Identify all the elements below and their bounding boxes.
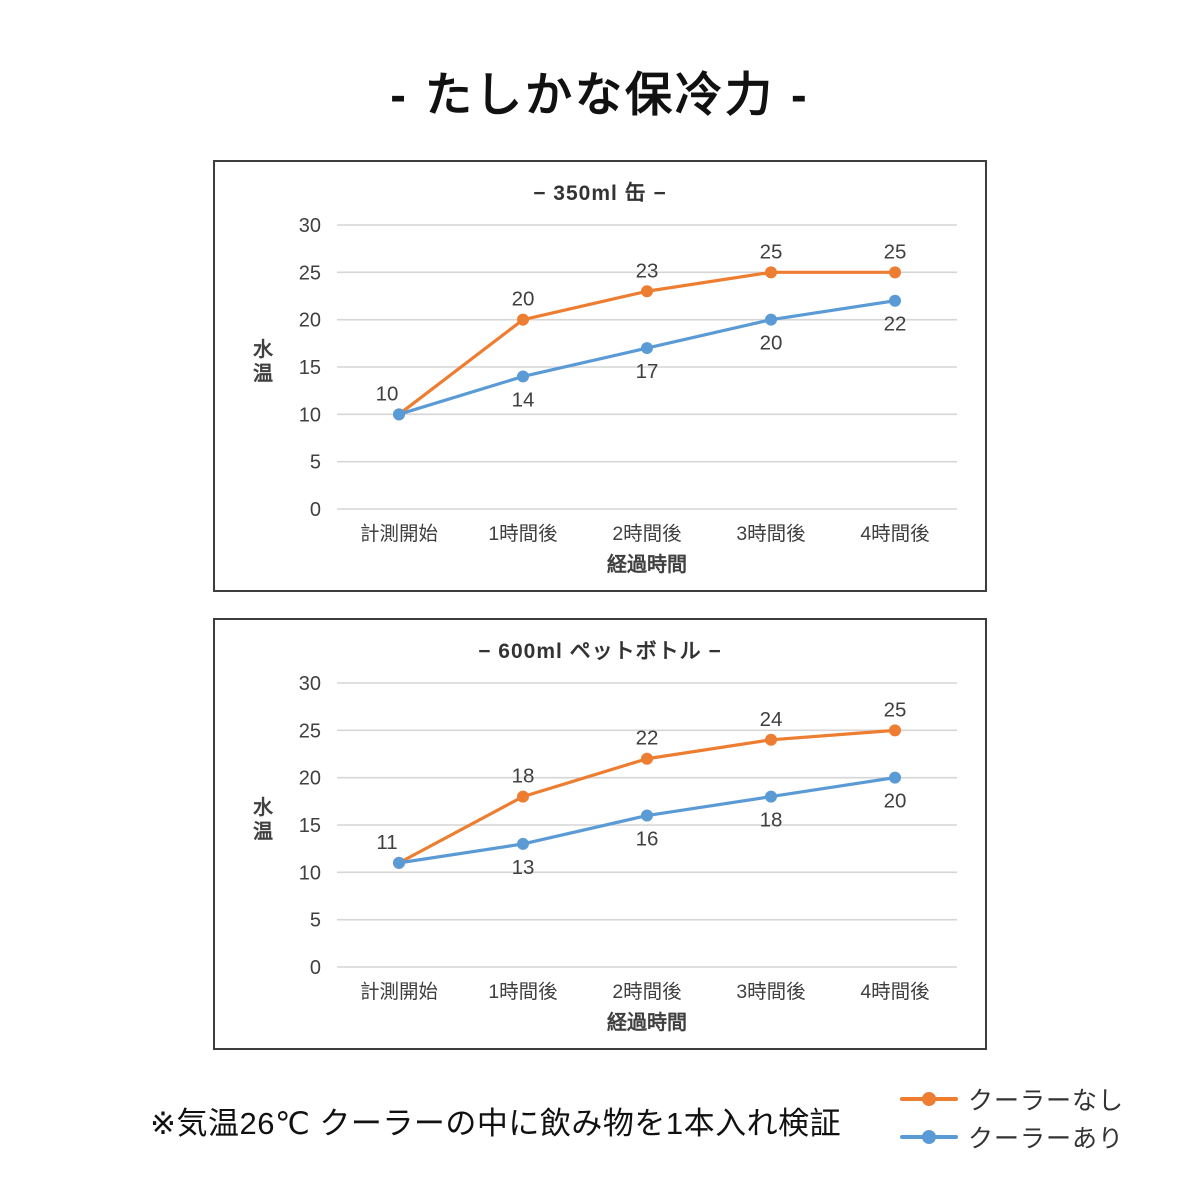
chart-title-350ml: − 350ml 缶 − <box>533 182 667 205</box>
svg-text:16: 16 <box>636 828 659 851</box>
legend-label-with-cooler: クーラーあり <box>968 1125 1125 1153</box>
svg-text:2時間後: 2時間後 <box>612 523 681 545</box>
chart-panel-350ml-can: − 350ml 缶 − 0 5 10 15 20 25 30 計測開始 1時間後 2時間後 3時間後… <box>213 160 987 592</box>
with-cooler-line-swatch-icon <box>900 1130 958 1144</box>
svg-text:10: 10 <box>376 382 399 405</box>
svg-text:17: 17 <box>636 360 659 383</box>
svg-text:25: 25 <box>760 240 783 263</box>
svg-text:経過時間: 経過時間 <box>607 1010 687 1034</box>
svg-text:5: 5 <box>310 910 321 932</box>
svg-text:水: 水 <box>253 796 274 819</box>
svg-text:20: 20 <box>512 288 535 311</box>
svg-text:18: 18 <box>760 809 783 832</box>
svg-text:計測開始: 計測開始 <box>360 981 438 1003</box>
svg-text:25: 25 <box>299 720 321 742</box>
svg-text:20: 20 <box>299 310 321 332</box>
legend-label-no-cooler: クーラーなし <box>968 1087 1125 1115</box>
no-cooler-line-swatch-icon <box>900 1092 958 1106</box>
svg-text:13: 13 <box>512 856 535 879</box>
svg-text:2時間後: 2時間後 <box>612 981 681 1003</box>
page-title: - たしかな保冷力 - <box>390 68 810 121</box>
svg-text:温: 温 <box>253 819 273 843</box>
chart-title-600ml: − 600ml ペットボトル − <box>478 640 722 663</box>
with-cooler-dot-icon <box>922 1130 936 1144</box>
svg-text:20: 20 <box>299 768 321 790</box>
svg-text:温: 温 <box>253 361 273 385</box>
legend-item-no-cooler: クーラーなし <box>900 1086 1124 1115</box>
svg-text:23: 23 <box>636 259 659 282</box>
svg-text:経過時間: 経過時間 <box>607 552 687 576</box>
svg-text:14: 14 <box>512 388 535 411</box>
svg-text:22: 22 <box>884 313 907 336</box>
svg-text:5: 5 <box>310 452 321 474</box>
svg-text:3時間後: 3時間後 <box>736 981 805 1003</box>
svg-text:計測開始: 計測開始 <box>360 523 438 545</box>
svg-text:水: 水 <box>253 338 274 361</box>
svg-text:10: 10 <box>299 862 321 884</box>
svg-text:4時間後: 4時間後 <box>860 981 929 1003</box>
svg-text:15: 15 <box>299 815 321 837</box>
chart-panel-600ml-bottle: − 600ml ペットボトル − 0 5 10 15 20 25 30 計測開始 1時間後 2時間… <box>213 618 987 1050</box>
svg-text:20: 20 <box>884 790 907 813</box>
chart-legend: クーラーなし クーラーあり <box>900 1086 1124 1153</box>
svg-text:22: 22 <box>636 727 659 750</box>
svg-text:18: 18 <box>512 765 535 788</box>
svg-text:30: 30 <box>299 673 321 695</box>
svg-text:11: 11 <box>376 831 397 854</box>
footnote: ※気温26℃ クーラーの中に飲み物を1本入れ検証 <box>150 1106 842 1141</box>
svg-text:0: 0 <box>310 957 321 979</box>
svg-text:3時間後: 3時間後 <box>736 523 805 545</box>
no-cooler-dot-icon <box>922 1092 936 1106</box>
svg-text:30: 30 <box>299 215 321 237</box>
svg-text:20: 20 <box>760 332 783 355</box>
legend-item-with-cooler: クーラーあり <box>900 1124 1124 1153</box>
svg-text:25: 25 <box>299 262 321 284</box>
svg-text:0: 0 <box>310 499 321 521</box>
svg-text:15: 15 <box>299 357 321 379</box>
svg-text:1時間後: 1時間後 <box>488 523 557 545</box>
svg-text:10: 10 <box>299 404 321 426</box>
svg-text:4時間後: 4時間後 <box>860 523 929 545</box>
svg-text:25: 25 <box>884 240 907 263</box>
svg-text:25: 25 <box>884 698 907 721</box>
svg-text:24: 24 <box>760 708 783 731</box>
svg-text:1時間後: 1時間後 <box>488 981 557 1003</box>
